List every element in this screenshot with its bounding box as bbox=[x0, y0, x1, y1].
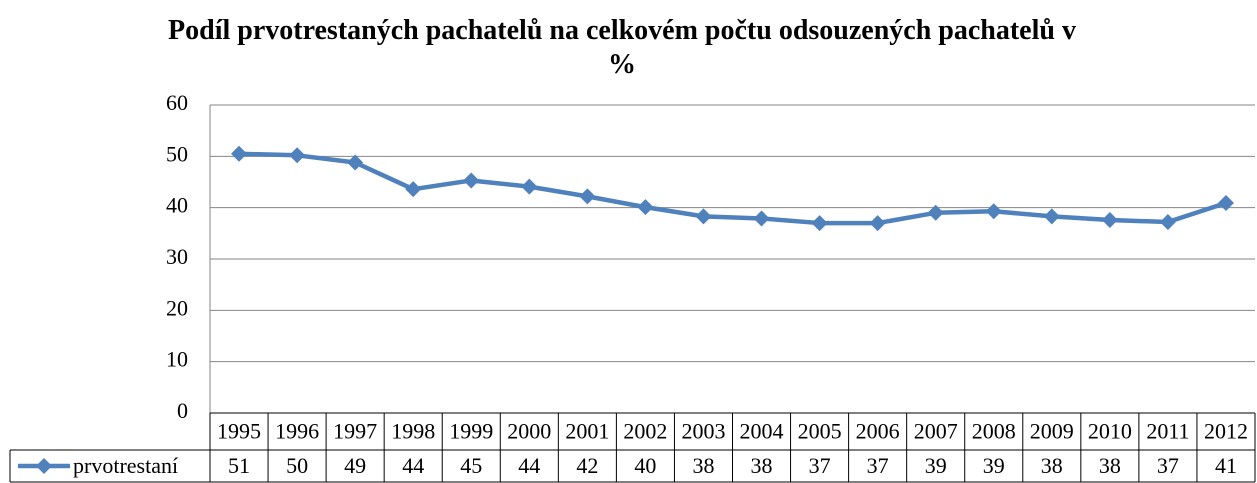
marker bbox=[695, 208, 712, 225]
x-tick-label: 2012 bbox=[1204, 419, 1248, 444]
y-tick-label: 30 bbox=[166, 244, 188, 269]
x-tick-label: 2005 bbox=[798, 419, 842, 444]
value-label: 39 bbox=[925, 453, 947, 478]
marker bbox=[289, 147, 306, 164]
y-tick-label: 50 bbox=[166, 141, 188, 166]
x-tick-label: 2002 bbox=[623, 419, 667, 444]
x-tick-label: 1995 bbox=[217, 419, 261, 444]
y-tick-label: 0 bbox=[177, 398, 188, 423]
value-label: 37 bbox=[1157, 453, 1179, 478]
marker bbox=[347, 154, 364, 171]
value-label: 40 bbox=[634, 453, 656, 478]
chart-title: Podíl prvotrestaných pachatelů na celkov… bbox=[168, 15, 1076, 80]
x-tick-label: 1998 bbox=[391, 419, 435, 444]
marker bbox=[1159, 214, 1176, 231]
x-tick-label: 2010 bbox=[1088, 419, 1132, 444]
value-label: 45 bbox=[460, 453, 482, 478]
value-label: 44 bbox=[518, 453, 540, 478]
x-tick-label: 2003 bbox=[681, 419, 725, 444]
marker bbox=[1101, 211, 1118, 228]
value-label: 37 bbox=[809, 453, 831, 478]
legend-label: prvotrestaní bbox=[73, 453, 178, 478]
x-tick-label: 2000 bbox=[507, 419, 551, 444]
x-tick-label: 2001 bbox=[565, 419, 609, 444]
marker bbox=[927, 204, 944, 221]
legend-marker bbox=[36, 458, 52, 474]
marker bbox=[811, 215, 828, 232]
value-label: 41 bbox=[1215, 453, 1237, 478]
y-tick-label: 10 bbox=[166, 347, 188, 372]
y-tick-label: 20 bbox=[166, 295, 188, 320]
x-tick-label: 2007 bbox=[914, 419, 958, 444]
marker bbox=[1043, 208, 1060, 225]
value-label: 50 bbox=[286, 453, 308, 478]
marker bbox=[579, 188, 596, 205]
marker bbox=[869, 215, 886, 232]
value-label: 38 bbox=[751, 453, 773, 478]
x-tick-label: 1997 bbox=[333, 419, 377, 444]
line bbox=[238, 151, 1227, 226]
marker bbox=[231, 145, 248, 162]
value-label: 44 bbox=[402, 453, 424, 478]
marker bbox=[753, 210, 770, 227]
marker bbox=[985, 203, 1002, 220]
marker bbox=[405, 181, 422, 198]
y-tick-label: 40 bbox=[166, 193, 188, 218]
x-tick-label: 2009 bbox=[1030, 419, 1074, 444]
y-tick-label: 60 bbox=[166, 90, 188, 115]
x-tick-label: 2011 bbox=[1146, 419, 1189, 444]
marker bbox=[637, 199, 654, 216]
value-label: 38 bbox=[692, 453, 714, 478]
x-tick-label: 2008 bbox=[972, 419, 1016, 444]
marker bbox=[463, 172, 480, 189]
x-tick-label: 2006 bbox=[856, 419, 900, 444]
value-label: 51 bbox=[228, 453, 250, 478]
value-label: 42 bbox=[576, 453, 598, 478]
value-label: 39 bbox=[983, 453, 1005, 478]
value-label: 37 bbox=[867, 453, 889, 478]
value-label: 38 bbox=[1041, 453, 1063, 478]
marker bbox=[1217, 195, 1234, 212]
x-tick-label: 1999 bbox=[449, 419, 493, 444]
x-tick-label: 2004 bbox=[740, 419, 784, 444]
marker bbox=[521, 178, 538, 195]
value-label: 38 bbox=[1099, 453, 1121, 478]
x-tick-label: 1996 bbox=[275, 419, 319, 444]
value-label: 49 bbox=[344, 453, 366, 478]
